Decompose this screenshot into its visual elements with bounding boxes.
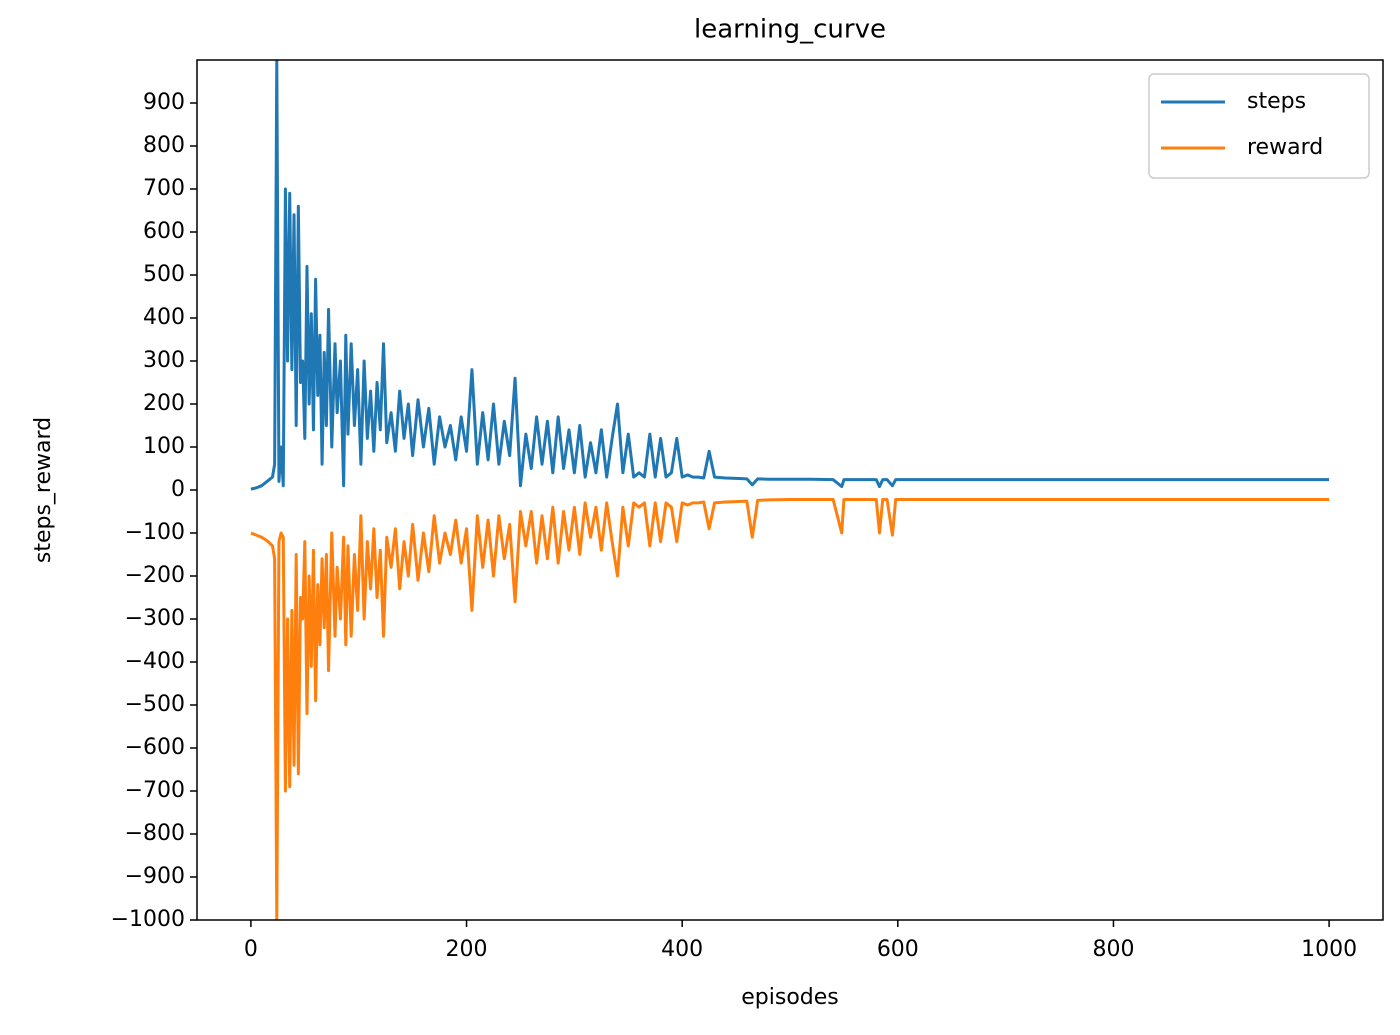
y-tick-label: 300 [143,348,185,373]
chart-title: learning_curve [694,15,886,45]
y-tick-label: −600 [125,735,185,760]
y-tick-label: 900 [143,90,185,115]
y-tick-label: 0 [171,477,185,502]
y-tick-label: −500 [125,692,185,717]
y-tick-label: 400 [143,305,185,330]
y-tick-label: −900 [125,864,185,889]
x-axis-label: episodes [741,985,839,1010]
y-tick-label: −1000 [111,907,185,932]
legend-label: reward [1247,135,1323,160]
plot-frame [196,59,1384,921]
y-tick-label: −400 [125,649,185,674]
y-tick-label: 500 [143,262,185,287]
y-tick-label: −800 [125,821,185,846]
x-tick-label: 1000 [1301,937,1357,962]
x-tick-label: 200 [446,937,488,962]
y-tick-label: −700 [125,778,185,803]
x-tick-label: 0 [244,937,258,962]
x-tick-label: 800 [1092,937,1134,962]
y-axis-label: steps_reward [31,417,56,563]
series-line [250,497,1330,920]
y-tick-label: −200 [125,563,185,588]
legend-label: steps [1247,89,1306,114]
x-tick-label: 600 [877,937,919,962]
x-tick-label: 400 [661,937,703,962]
y-tick-label: 600 [143,219,185,244]
y-tick-label: 800 [143,133,185,158]
y-tick-label: −100 [125,520,185,545]
y-tick-label: −300 [125,606,185,631]
series-group [250,497,1330,920]
y-tick-label: 100 [143,434,185,459]
y-tick-label: 200 [143,391,185,416]
y-tick-label: 700 [143,176,185,201]
legend-box [1148,73,1370,179]
series-group [250,60,1330,491]
series-line [250,60,1330,491]
